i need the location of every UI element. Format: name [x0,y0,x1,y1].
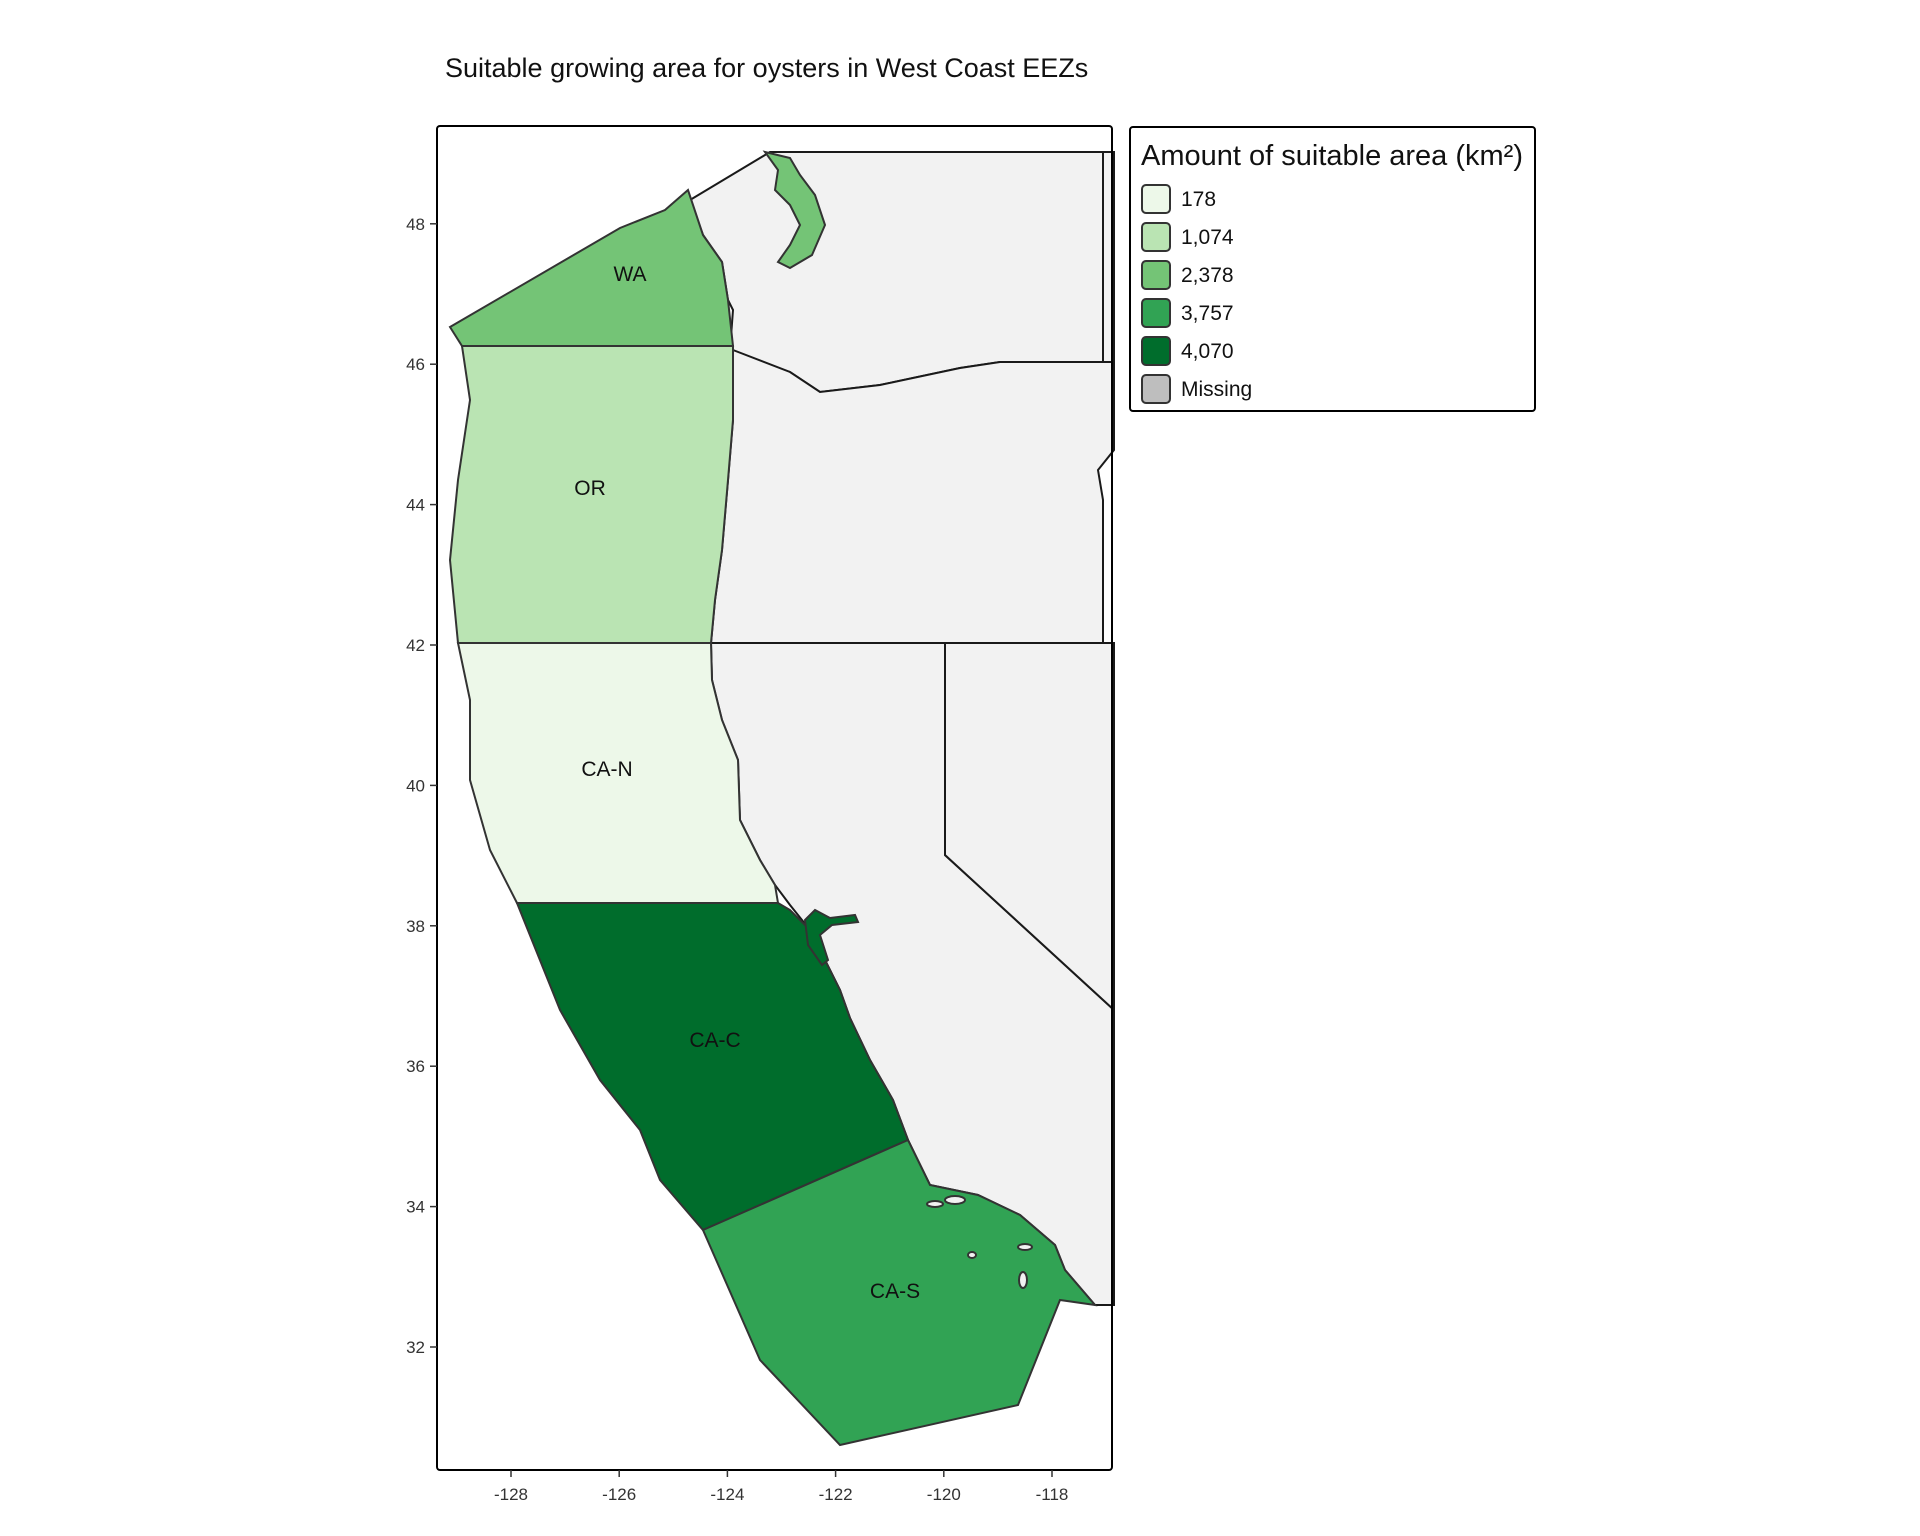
eez-region-ca-c[interactable] [515,902,910,1232]
legend-swatch [1141,184,1171,214]
legend-swatch [1141,260,1171,290]
legend-label: 2,378 [1181,264,1234,287]
washington-land [688,151,1104,394]
y-axis: 32 34 36 38 40 42 44 46 48 [406,215,437,1357]
region-labels: WA OR CA-N CA-C CA-S [574,263,920,1303]
region-label-or: OR [574,477,606,500]
eez-region-or[interactable] [448,345,734,644]
puget-sound [762,150,827,270]
y-tick-label: 44 [406,496,425,515]
eez-region-wa[interactable] [448,188,735,347]
x-tick-label: -124 [710,1485,744,1504]
y-tick-label: 48 [406,215,425,234]
land-layer [688,151,1115,1306]
x-axis: -128 -126 -124 -122 -120 -118 [494,1470,1068,1504]
y-tick-label: 34 [406,1198,425,1217]
channel-islands [926,1195,1033,1289]
island [967,1251,977,1259]
region-label-wa: WA [613,263,646,286]
island [944,1195,966,1205]
x-tick-label: -128 [494,1485,528,1504]
inland-water [762,150,860,967]
map-title: Suitable growing area for oysters in Wes… [445,53,1089,83]
x-tick-label: -118 [1036,1485,1069,1504]
eez-regions [448,188,1098,1447]
y-tick-label: 46 [406,355,425,374]
san-francisco-bay [803,908,860,967]
nevada-land [944,642,1115,1013]
region-label-ca-n: CA-N [581,758,632,781]
island [926,1200,944,1208]
region-label-ca-c: CA-C [689,1029,740,1052]
y-tick-label: 38 [406,917,425,936]
eez-region-ca-s[interactable] [701,1138,1098,1447]
legend-label: 1,074 [1181,226,1234,249]
x-tick-label: -126 [602,1485,636,1504]
y-tick-label: 36 [406,1057,425,1076]
x-tick-label: -122 [819,1485,853,1504]
y-tick-label: 32 [406,1338,425,1357]
map-frame [436,125,1113,1471]
legend-swatch [1141,222,1171,252]
island [1017,1243,1033,1251]
legend-label: 178 [1181,188,1217,211]
x-tick-label: -120 [927,1485,961,1504]
legend-title: Amount of suitable area (km²) [1141,140,1523,172]
y-tick-label: 40 [406,776,425,795]
legend-swatch [1141,336,1171,366]
legend-swatch [1141,374,1171,404]
region-label-ca-s: CA-S [870,1280,920,1303]
eez-region-ca-n[interactable] [456,642,780,904]
legend-label: 4,070 [1181,340,1234,363]
y-tick-label: 42 [406,636,425,655]
island [1018,1271,1028,1289]
legend-label: Missing [1181,378,1253,401]
legend: Amount of suitable area (km²) 178 1,074 2,… [1129,126,1536,412]
oregon-land [709,348,1115,644]
legend-swatch [1141,298,1171,328]
legend-label: 3,757 [1181,302,1234,325]
